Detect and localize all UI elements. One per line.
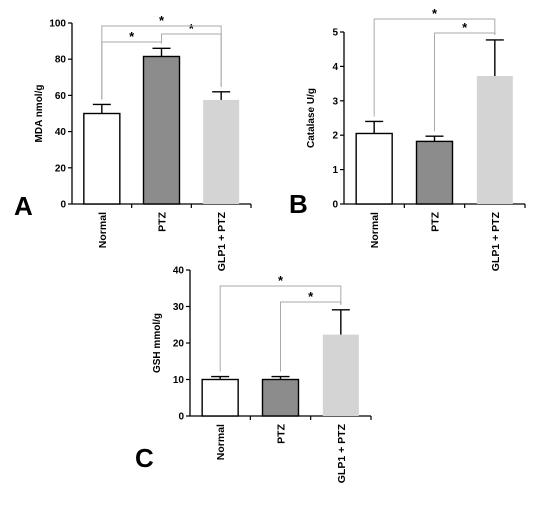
y-tick-label: 40	[173, 266, 185, 277]
chart-panel-c: 0 10 20 30 40 GSH mmol/g Normal PTZ GLP1 + PTZ * *…	[135, 266, 372, 483]
x-category-label: Normal	[215, 424, 227, 460]
y-tick-label: 100	[49, 19, 66, 30]
significance-star: *	[308, 289, 314, 304]
significance-star: *	[432, 6, 438, 21]
bar-2	[415, 140, 454, 205]
y-tick-label: 0	[332, 200, 338, 211]
y-tick-label: 0	[178, 412, 184, 423]
significance-star: *	[278, 273, 284, 288]
x-category-label: GLP1 + PTZ	[216, 211, 228, 271]
x-category-label: Normal	[369, 212, 381, 248]
y-tick-label: 20	[55, 163, 67, 174]
x-category-label: GLP1 + PTZ	[490, 211, 502, 271]
bar-3	[203, 99, 240, 204]
y-tick-label: 2	[332, 131, 338, 142]
y-tick-label: 3	[332, 96, 338, 107]
bar-2	[142, 55, 181, 205]
y-axis-label: Catalase U/g	[306, 88, 317, 148]
chart-panel-a: 0 20 40 60 80 100 MDA nmol/g Normal PTZ GLP1 + PT…	[14, 13, 252, 271]
significance-bracket	[101, 25, 222, 100]
chart-panel-b: 0 1 2 3 4 5 Catalase U/g Normal PTZ GLP1 + PTZ * * B	[289, 6, 526, 271]
bar-3	[476, 76, 513, 204]
y-tick-label: 60	[55, 91, 67, 102]
y-tick-label: 80	[55, 55, 67, 66]
panel-label: B	[289, 189, 308, 219]
significance-star: *	[129, 29, 135, 44]
significance-bracket	[219, 285, 342, 372]
y-tick-label: 4	[332, 62, 338, 73]
significance-star: *	[462, 20, 468, 35]
x-category-label: GLP1 + PTZ	[336, 423, 348, 483]
y-tick-label: 30	[173, 302, 185, 313]
significance-bracket	[373, 18, 496, 117]
y-tick-label: 0	[60, 200, 66, 211]
y-tick-label: 10	[173, 375, 185, 386]
x-category-label: Normal	[97, 212, 109, 248]
bar-3	[322, 334, 359, 416]
panel-label: C	[135, 443, 154, 473]
bar-2	[261, 378, 300, 417]
significance-star: *	[159, 13, 165, 28]
y-axis-label: GSH mmol/g	[152, 313, 163, 373]
y-tick-label: 1	[332, 165, 338, 176]
x-category-label: PTZ	[276, 423, 288, 443]
panel-label: A	[14, 191, 33, 221]
y-tick-label: 20	[173, 339, 185, 350]
bar-1	[355, 132, 393, 205]
y-tick-label: 40	[55, 127, 67, 138]
y-tick-label: 5	[332, 28, 338, 39]
significance-star: *	[189, 21, 195, 36]
y-axis-label: MDA nmol/g	[34, 85, 45, 143]
bar-1	[83, 112, 121, 205]
bar-1	[201, 378, 239, 417]
x-category-label: PTZ	[157, 211, 169, 231]
x-category-label: PTZ	[430, 211, 442, 231]
